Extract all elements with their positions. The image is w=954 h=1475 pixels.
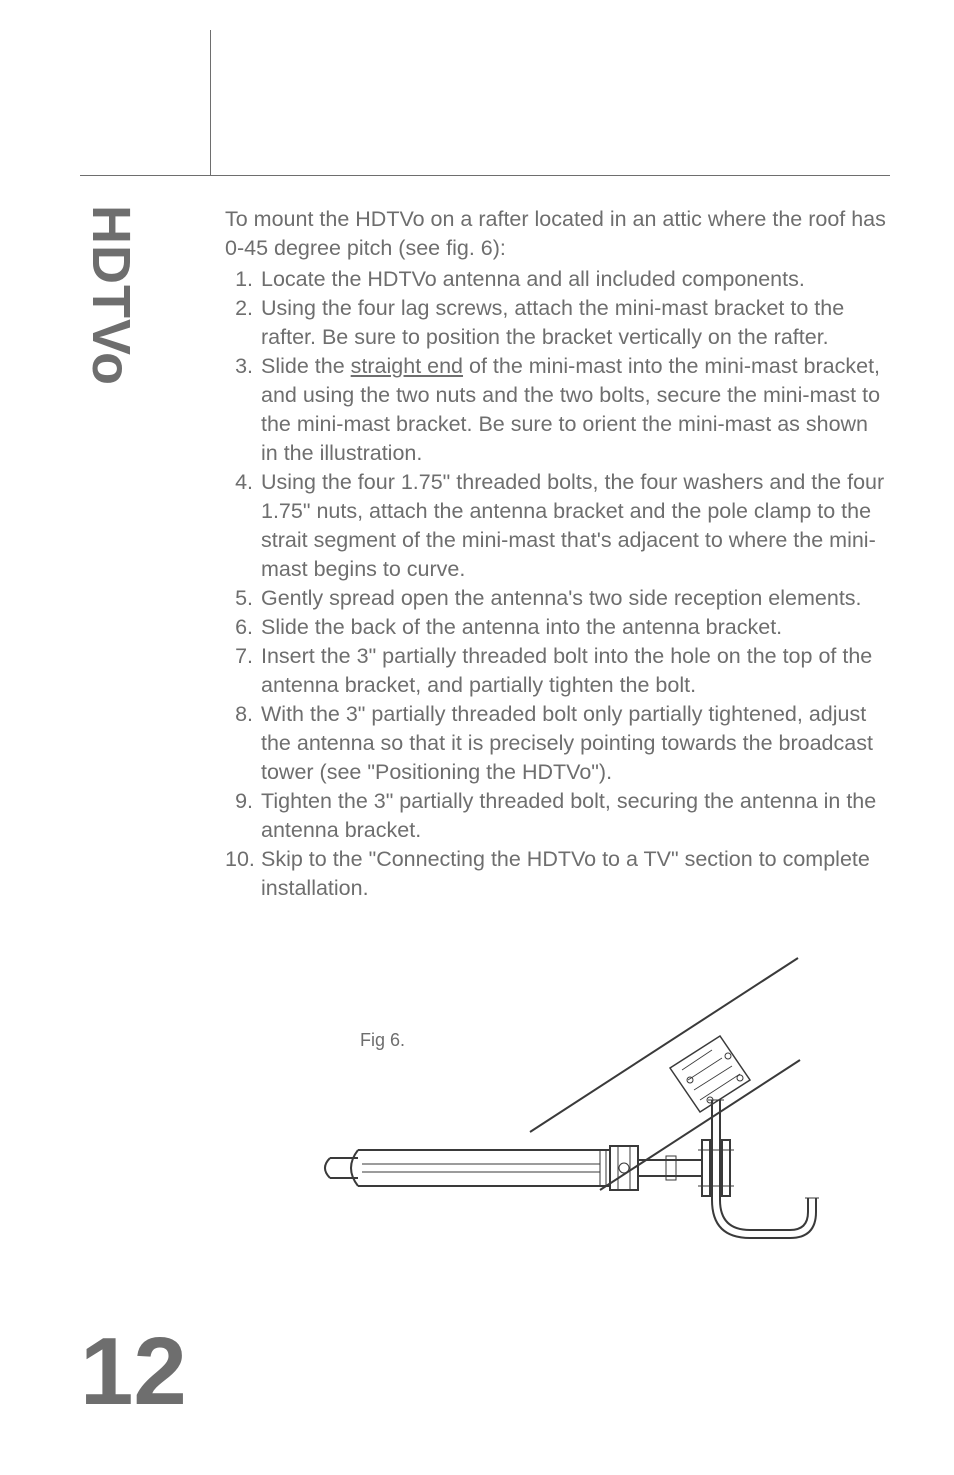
figure-6: Fig 6. xyxy=(310,950,830,1290)
step-4: 4.Using the four 1.75" threaded bolts, t… xyxy=(225,468,890,584)
step-3: 3.Slide the straight end of the mini-mas… xyxy=(225,352,890,468)
step-5: 5.Gently spread open the antenna's two s… xyxy=(225,584,890,613)
instruction-list: 1.Locate the HDTVo antenna and all inclu… xyxy=(225,265,890,903)
page-number: 12 xyxy=(80,1324,187,1420)
step-7: 7.Insert the 3" partially threaded bolt … xyxy=(225,642,890,700)
step-1: 1.Locate the HDTVo antenna and all inclu… xyxy=(225,265,890,294)
antenna-body xyxy=(325,1146,638,1190)
rafter-line-upper xyxy=(530,958,798,1132)
step-10: 10.Skip to the "Connecting the HDTVo to … xyxy=(225,845,890,903)
figure-label: Fig 6. xyxy=(360,1030,405,1051)
step-6: 6.Slide the back of the antenna into the… xyxy=(225,613,890,642)
header-horizontal-rule xyxy=(80,175,890,176)
side-product-label: HDTVo xyxy=(80,205,142,391)
side-label-text: HDTVo xyxy=(80,205,142,386)
mini-mast xyxy=(708,1100,819,1238)
step-8: 8.With the 3" partially threaded bolt on… xyxy=(225,700,890,787)
step-9: 9.Tighten the 3" partially threaded bolt… xyxy=(225,787,890,845)
step-2: 2.Using the four lag screws, attach the … xyxy=(225,294,890,352)
body-content: To mount the HDTVo on a rafter located i… xyxy=(225,205,890,903)
header-vertical-rule xyxy=(210,30,211,175)
figure-6-drawing xyxy=(310,950,830,1290)
intro-paragraph: To mount the HDTVo on a rafter located i… xyxy=(225,205,890,263)
